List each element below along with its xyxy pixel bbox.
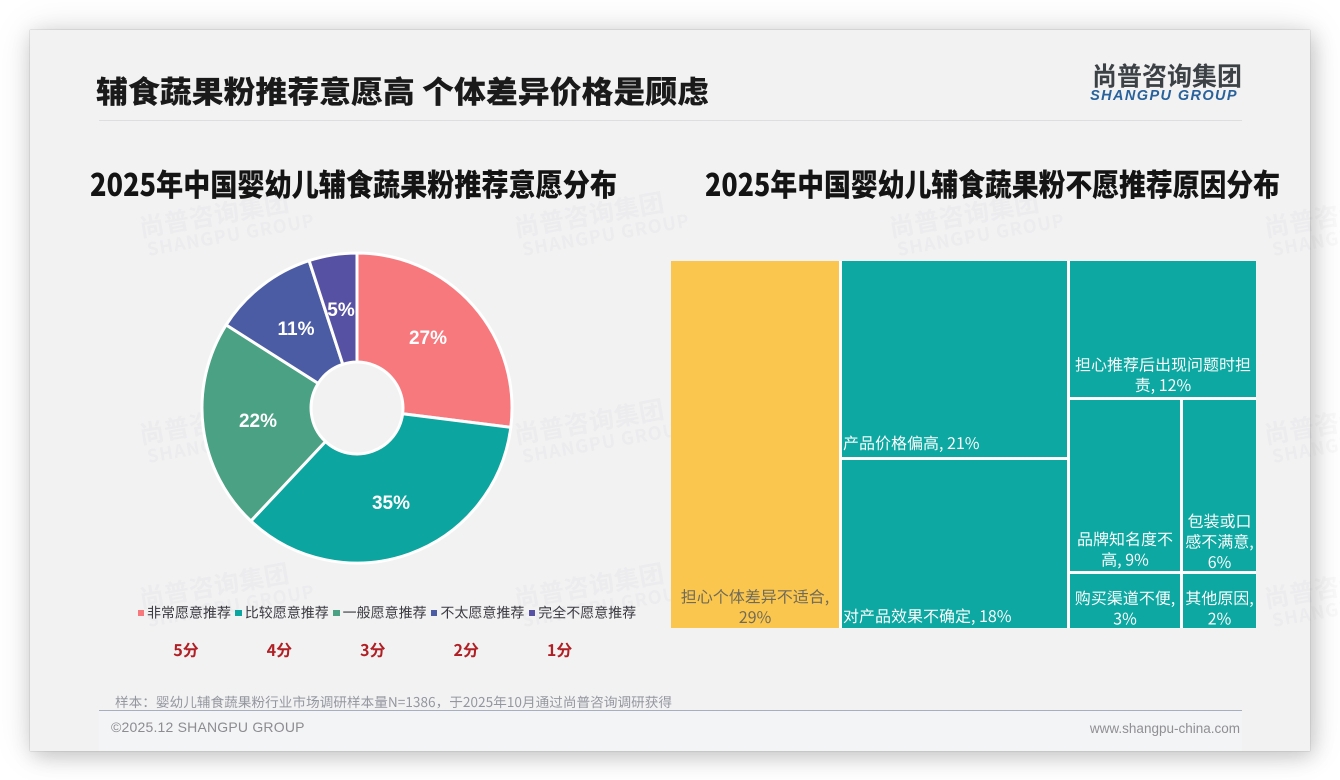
svg-text:35%: 35% — [372, 493, 410, 514]
svg-text:27%: 27% — [409, 328, 447, 349]
svg-text:5%: 5% — [327, 300, 355, 321]
svg-text:11%: 11% — [278, 319, 315, 340]
svg-text:22%: 22% — [239, 411, 277, 432]
